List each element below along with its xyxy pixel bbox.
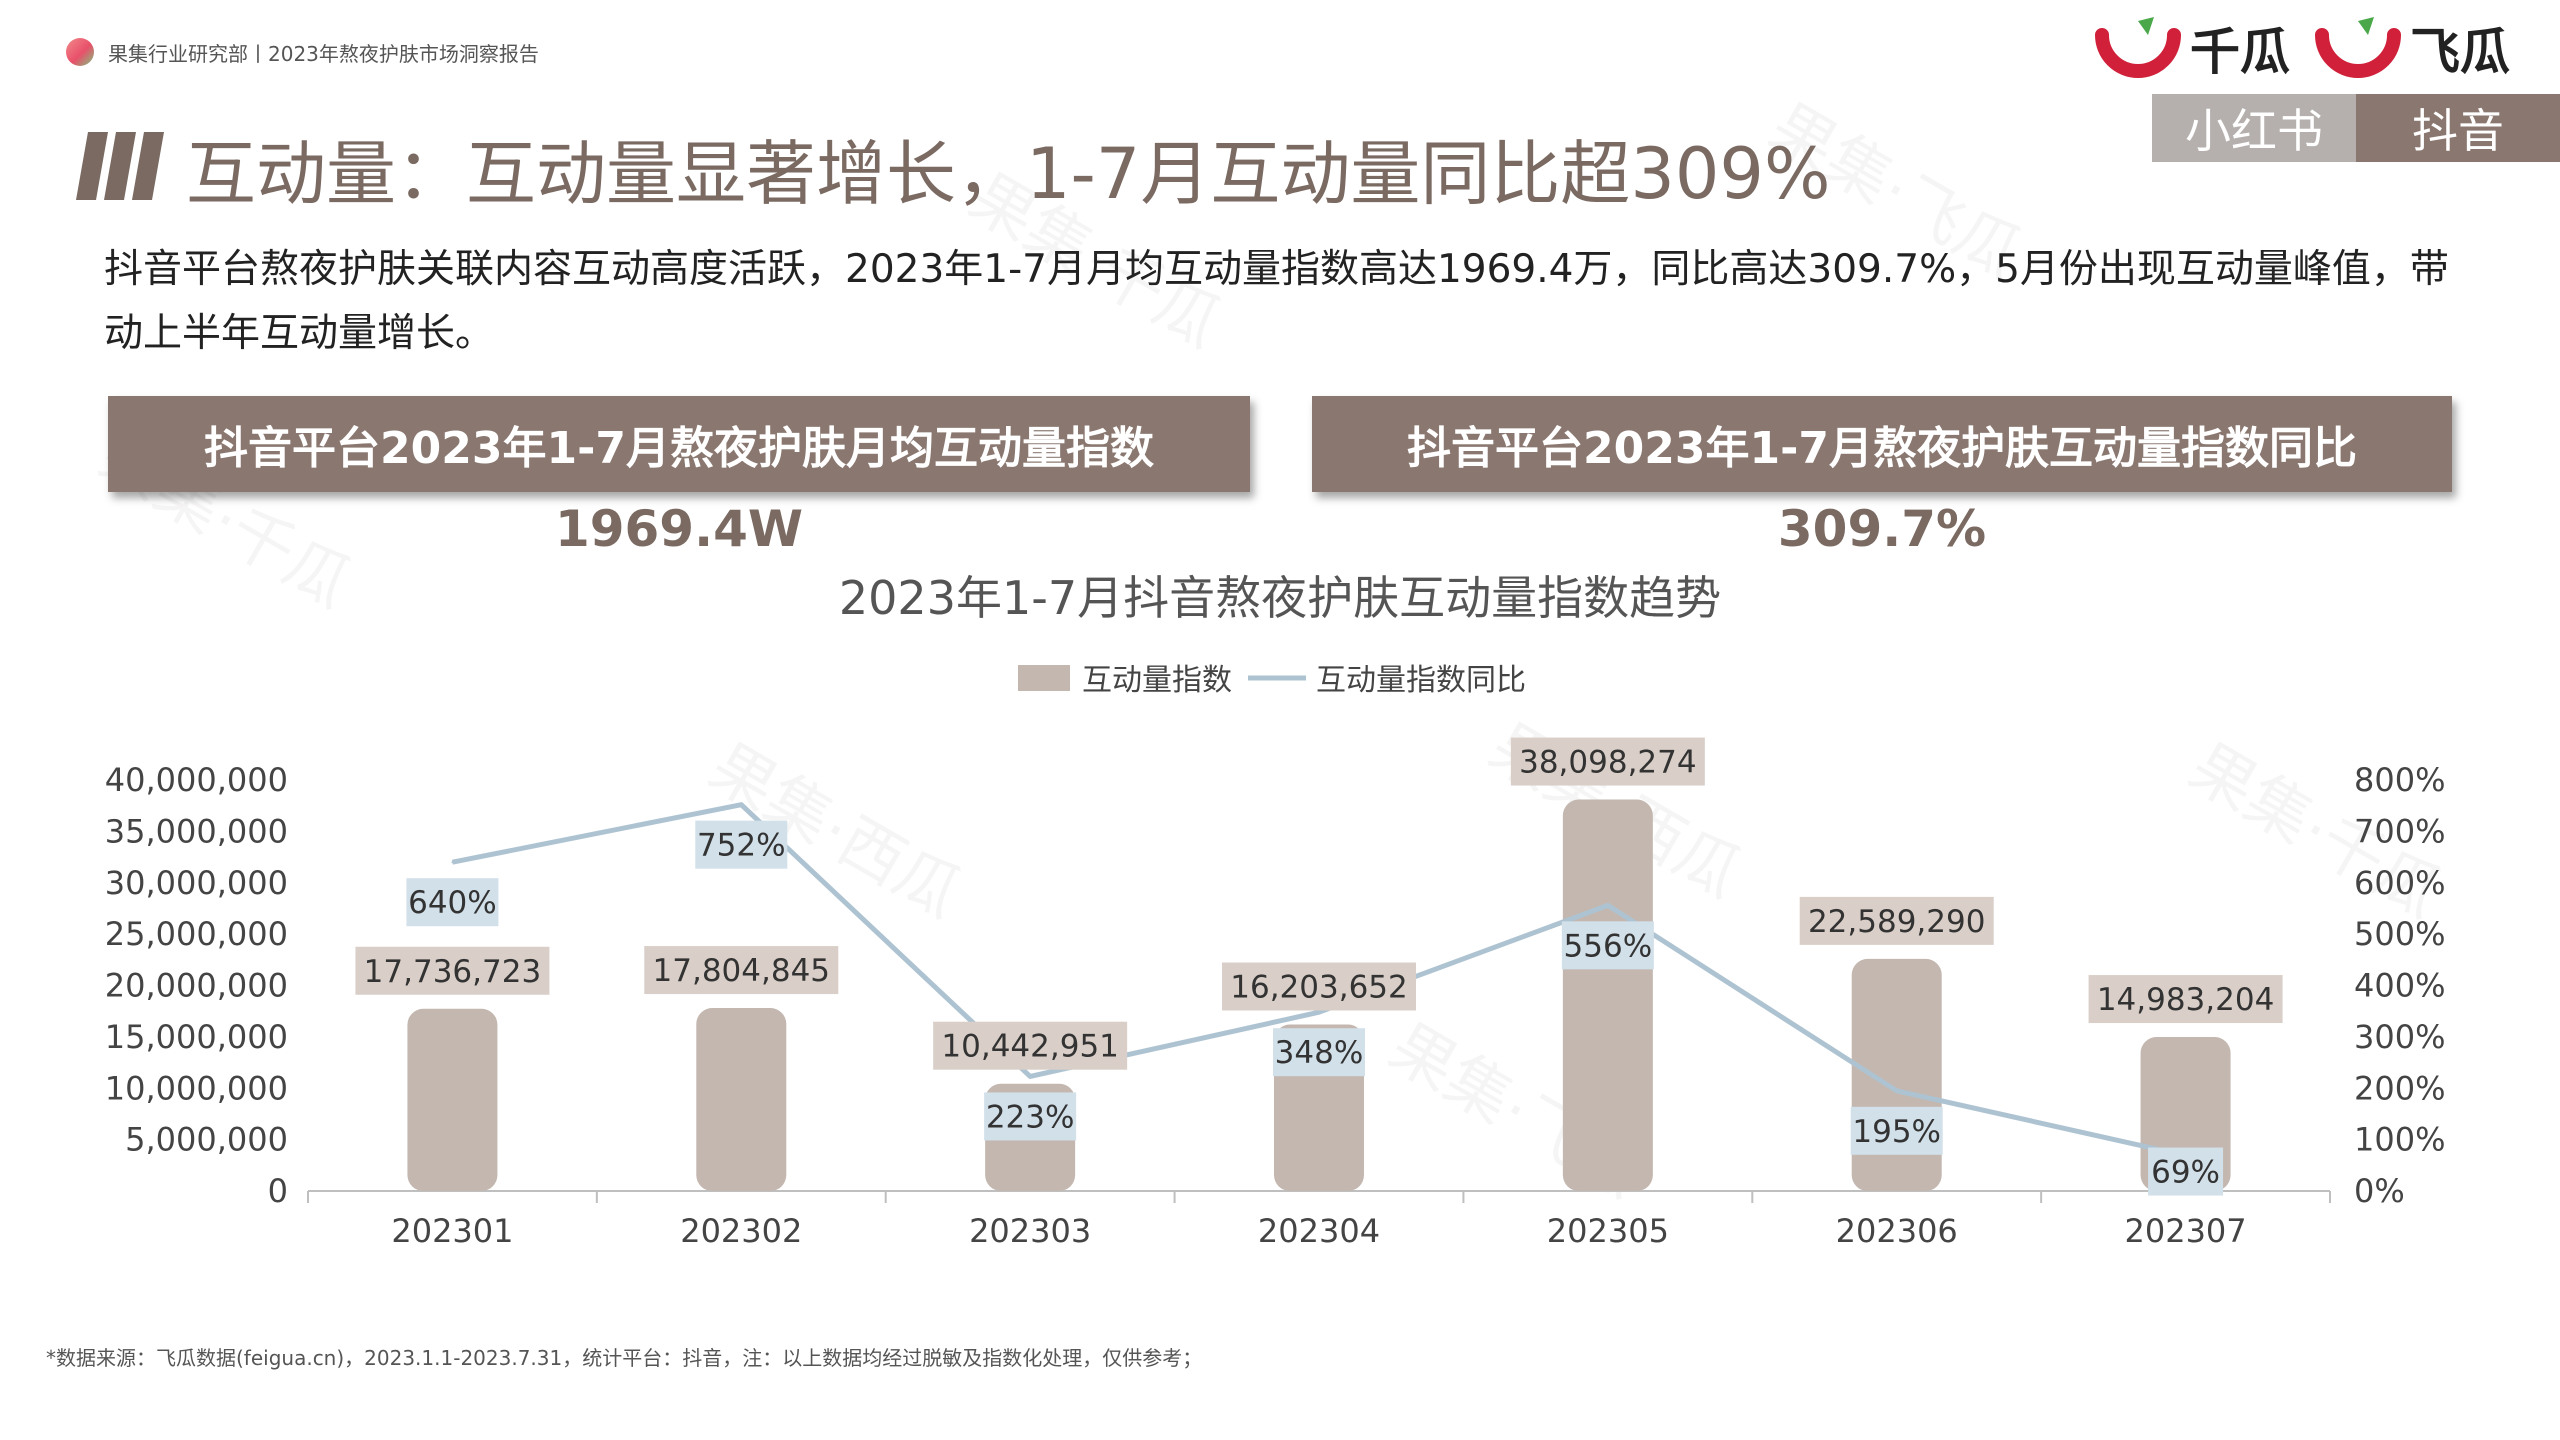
bar-value-label-bg [1799,896,1994,945]
kpi-label-text: 抖音平台2023年1-7月熬夜护肤月均互动量指数 [204,423,1154,474]
legend-bar-label: 互动量指数 [1082,663,1232,698]
bar-value-label: 38,098,274 [1519,745,1697,781]
y-axis-right: 0% 100% 200% 300% 400% 500% 600% 700% 800% [2354,761,2445,1210]
y-left-tick-label: 35,000,000 [105,812,288,850]
line-value-label: 195% [1852,1114,1941,1150]
x-tick-label: 202302 [680,1212,802,1250]
report-source-header: 果集行业研究部丨2023年熬夜护肤市场洞察报告 [66,38,539,66]
qiangua-logo-text: 千瓜 [2190,23,2290,81]
y-left-tick-label: 10,000,000 [105,1069,288,1107]
x-tick-label: 202303 [969,1212,1091,1250]
y-right-tick-label: 300% [2354,1018,2445,1056]
x-tick-label: 202301 [391,1212,513,1250]
y-right-tick-label: 700% [2354,812,2445,850]
y-right-tick-label: 200% [2354,1069,2445,1107]
bar [696,1008,787,1191]
tab-xiaohongshu[interactable]: 小红书 [2152,94,2356,162]
y-left-tick-label: 30,000,000 [105,864,288,902]
y-left-tick-label: 40,000,000 [105,761,288,799]
bar-value-label: 17,804,845 [653,953,831,989]
bar-value-label-bg [644,946,839,995]
x-tick-label: 202306 [1836,1212,1958,1250]
qiangua-logo: 千瓜 [2094,12,2290,84]
tab-douyin[interactable]: 抖音 [2356,94,2560,162]
line-value-label: 752% [697,828,786,864]
y-left-tick-label: 20,000,000 [105,967,288,1005]
kpi-value-yoy: 309.7% [1777,500,1987,558]
qiangua-logo-icon [2095,17,2181,78]
kpi-value-monthly-average: 1969.4W [554,500,804,558]
intro-paragraph: 抖音平台熬夜护肤关联内容互动高度活跃，2023年1-7月月均互动量指数高达196… [104,247,2449,356]
y-left-tick-label: 0 [268,1172,288,1210]
x-tick-label: 202305 [1547,1212,1669,1250]
x-tick-label: 202304 [1258,1212,1380,1250]
line-value-label-bg [2148,1147,2224,1196]
bar-value-label: 10,442,951 [941,1029,1119,1065]
line-value-label-bg [1273,1028,1365,1077]
data-labels: 17,736,723 17,804,845 10,442,951 16,203,652… [355,737,2283,1196]
y-right-tick-label: 600% [2354,864,2445,902]
line-value-label: 640% [408,885,497,921]
page-title: 互动量：互动量显著增长，1-7月互动量同比超309% [186,133,1831,215]
line-value-label: 556% [1564,928,1653,964]
x-tick-label: 202307 [2124,1212,2246,1250]
kpi-label-monthly-average: 抖音平台2023年1-7月熬夜护肤月均互动量指数 [108,396,1250,492]
y-left-tick-label: 15,000,000 [105,1018,288,1056]
feigua-logo: 飞瓜 [2314,12,2510,84]
y-right-tick-label: 100% [2354,1121,2445,1159]
feigua-logo-icon [2315,17,2401,78]
bar-value-label-bg [2088,975,2283,1024]
line-value-label: 69% [2151,1155,2220,1191]
line-value-label-bg [695,820,788,869]
data-source-footnote: *数据来源：飞瓜数据(feigua.cn)，2023.1.1-2023.7.31… [46,1346,1203,1370]
chart-legend: 互动量指数 互动量指数同比 [1018,663,1526,698]
line-point [451,861,454,864]
y-left-tick-label: 25,000,000 [105,915,288,953]
report-source-text: 果集行业研究部丨2023年熬夜护肤市场洞察报告 [108,41,539,66]
line-value-label-bg [984,1092,1077,1141]
y-left-tick-label: 5,000,000 [125,1121,288,1159]
line-value-label-bg [1561,921,1654,970]
x-axis: 202301 202302 202303 202304 202305 202306 2023… [307,1190,2331,1250]
y-right-tick-label: 400% [2354,967,2445,1005]
line-point [1029,1075,1032,1078]
y-right-tick-label: 0% [2354,1172,2405,1210]
line-value-label-bg [406,878,499,927]
bar-value-label: 17,736,723 [364,954,542,990]
kpi-label-yoy: 抖音平台2023年1-7月熬夜护肤互动量指数同比 [1312,396,2452,492]
y-axis-left: 0 5,000,000 10,000,000 15,000,000 20,000,000… [105,761,288,1210]
line-value-label: 348% [1275,1035,1364,1071]
y-right-tick-label: 800% [2354,761,2445,799]
legend-bar-swatch [1018,665,1070,691]
bar-value-label: 22,589,290 [1808,904,1986,940]
bar-value-label-bg [933,1021,1128,1070]
line-value-label: 223% [986,1099,1075,1135]
bar-value-label: 16,203,652 [1230,970,1408,1006]
line-point [1606,904,1609,907]
line-point [740,803,743,806]
tab-douyin-label: 抖音 [2412,104,2504,158]
kpi-label-text: 抖音平台2023年1-7月熬夜护肤互动量指数同比 [1407,423,2357,474]
legend-line-label: 互动量指数同比 [1316,663,1526,698]
line-point [1895,1089,1898,1092]
bar-value-label-bg [1510,737,1705,786]
bar [1562,799,1653,1191]
y-right-tick-label: 500% [2354,915,2445,953]
bar-value-label: 14,983,204 [2097,982,2275,1018]
tab-xiaohongshu-label: 小红书 [2185,104,2323,158]
bar [1851,958,1942,1191]
chart-title: 2023年1-7月抖音熬夜护肤互动量指数趋势 [838,571,1722,625]
bar-value-label-bg [1222,962,1416,1011]
bar-value-label-bg [355,946,550,995]
brand-logo-icon [66,38,94,66]
line-point [1318,1011,1320,1014]
line-value-label-bg [1850,1106,1943,1155]
feigua-logo-text: 飞瓜 [2410,23,2510,81]
bar [407,1008,498,1191]
